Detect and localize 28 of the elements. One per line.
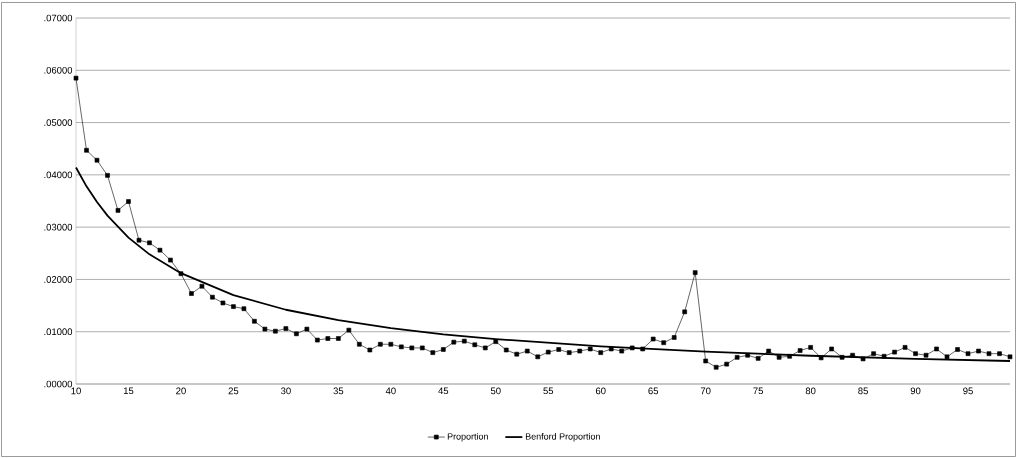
x-tick-label: 30 — [280, 387, 291, 395]
x-tick-label: 70 — [700, 387, 711, 395]
y-tick-label: .00000 — [44, 380, 73, 388]
x-tick-label: 90 — [910, 387, 921, 395]
y-tick-label: .02000 — [44, 276, 73, 283]
x-tick-label: 25 — [228, 387, 239, 395]
x-tick-label: 55 — [543, 387, 554, 395]
x-tick-label: 80 — [805, 387, 816, 395]
x-tick-label: 40 — [385, 387, 396, 395]
legend-label: Proportion — [447, 433, 488, 442]
x-tick-label: 65 — [648, 387, 659, 395]
x-tick-label: 50 — [490, 387, 501, 395]
x-tick-label: 85 — [858, 387, 868, 395]
y-tick-label: .07000 — [44, 14, 73, 22]
y-tick-label: .06000 — [44, 66, 73, 74]
x-tick-label: 15 — [123, 387, 134, 395]
y-tick-label: .03000 — [44, 223, 73, 231]
x-tick-label: 95 — [963, 387, 973, 395]
y-tick-label: .05000 — [44, 119, 73, 126]
x-tick-label: 10 — [71, 387, 81, 395]
y-tick-label: .04000 — [44, 171, 73, 179]
x-tick-label: 35 — [333, 387, 344, 395]
x-tick-label: 60 — [595, 387, 606, 395]
x-tick-label: 20 — [176, 387, 186, 395]
legend-label: Benford Proportion — [525, 433, 600, 442]
y-tick-label: .01000 — [44, 328, 73, 336]
x-tick-label: 45 — [438, 387, 449, 395]
x-tick-label: 75 — [753, 387, 764, 395]
